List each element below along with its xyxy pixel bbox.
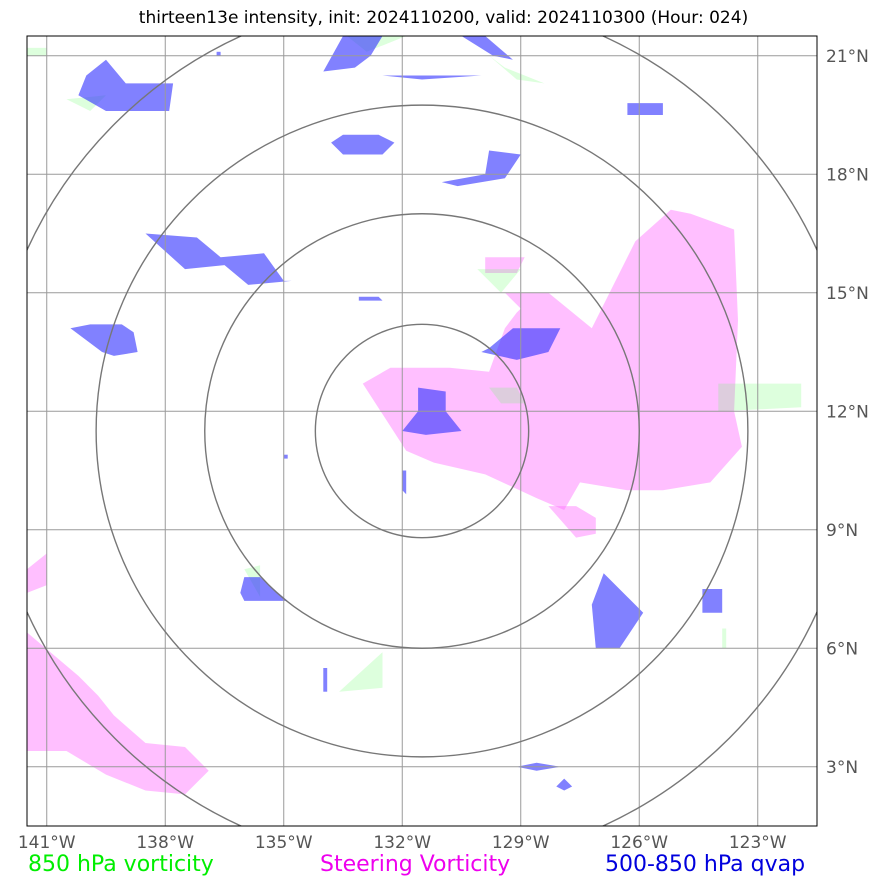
vort850-region <box>489 55 545 84</box>
steer-region <box>27 632 209 795</box>
steer-region <box>27 553 47 593</box>
lat-tick-label: 15°N <box>826 284 869 304</box>
map-title: thirteen13e intensity, init: 2024110200,… <box>138 8 749 28</box>
range-ring <box>95 104 749 758</box>
lat-tick-label: 9°N <box>826 521 858 541</box>
range-rings <box>27 36 817 826</box>
plot-frame <box>26 35 818 827</box>
vort850-region <box>477 269 521 293</box>
legend-qvap: 500-850 hPa qvap <box>605 852 806 877</box>
qvap-region <box>441 150 521 187</box>
qvap-region <box>702 589 723 613</box>
lon-tick-label: 135°W <box>255 833 313 853</box>
lat-tick-label: 3°N <box>826 758 858 778</box>
lon-tick-label: 129°W <box>492 833 550 853</box>
legend-850-vorticity: 850 hPa vorticity <box>28 852 214 877</box>
qvap-region <box>382 75 482 80</box>
legend-steering-vorticity: Steering Vorticity <box>320 852 511 877</box>
qvap-region <box>283 454 288 459</box>
lat-tick-label: 6°N <box>826 639 858 659</box>
lat-tick-label: 18°N <box>826 165 869 185</box>
qvap-region <box>627 103 663 115</box>
qvap-region <box>331 134 395 155</box>
qvap-region <box>402 470 407 495</box>
qvap-region <box>78 59 174 111</box>
gridlines <box>27 36 817 826</box>
vort850-region <box>718 383 802 412</box>
lon-tick-label: 132°W <box>373 833 431 853</box>
lat-tick-label: 21°N <box>826 47 869 67</box>
steer-region <box>485 257 525 273</box>
vort850-region <box>27 47 47 56</box>
qvap-region <box>70 324 138 356</box>
range-ring <box>314 323 530 539</box>
lon-tick-label: 123°W <box>729 833 787 853</box>
qvap-region <box>216 51 221 56</box>
qvap-region <box>358 296 383 301</box>
steer-region <box>362 209 742 511</box>
lon-tick-label: 126°W <box>610 833 668 853</box>
range-ring <box>204 213 640 649</box>
vort850-region <box>489 387 525 404</box>
lon-tick-label: 138°W <box>136 833 194 853</box>
qvap-region <box>591 573 644 649</box>
vort850-region <box>339 652 383 692</box>
vort850-region <box>722 628 727 649</box>
field-layers <box>27 36 802 795</box>
qvap-region <box>461 36 513 60</box>
qvap-region <box>323 668 328 692</box>
qvap-region <box>240 577 288 601</box>
lon-tick-label: 141°W <box>18 833 76 853</box>
steer-region <box>548 506 596 538</box>
qvap-region <box>556 778 573 791</box>
tick-labels: 141°W 138°W 135°W 132°W 129°W 126°W 123°W 21°N 1… <box>18 47 869 853</box>
lat-tick-label: 12°N <box>826 402 869 422</box>
qvap-region <box>145 233 292 285</box>
qvap-region <box>323 36 383 72</box>
